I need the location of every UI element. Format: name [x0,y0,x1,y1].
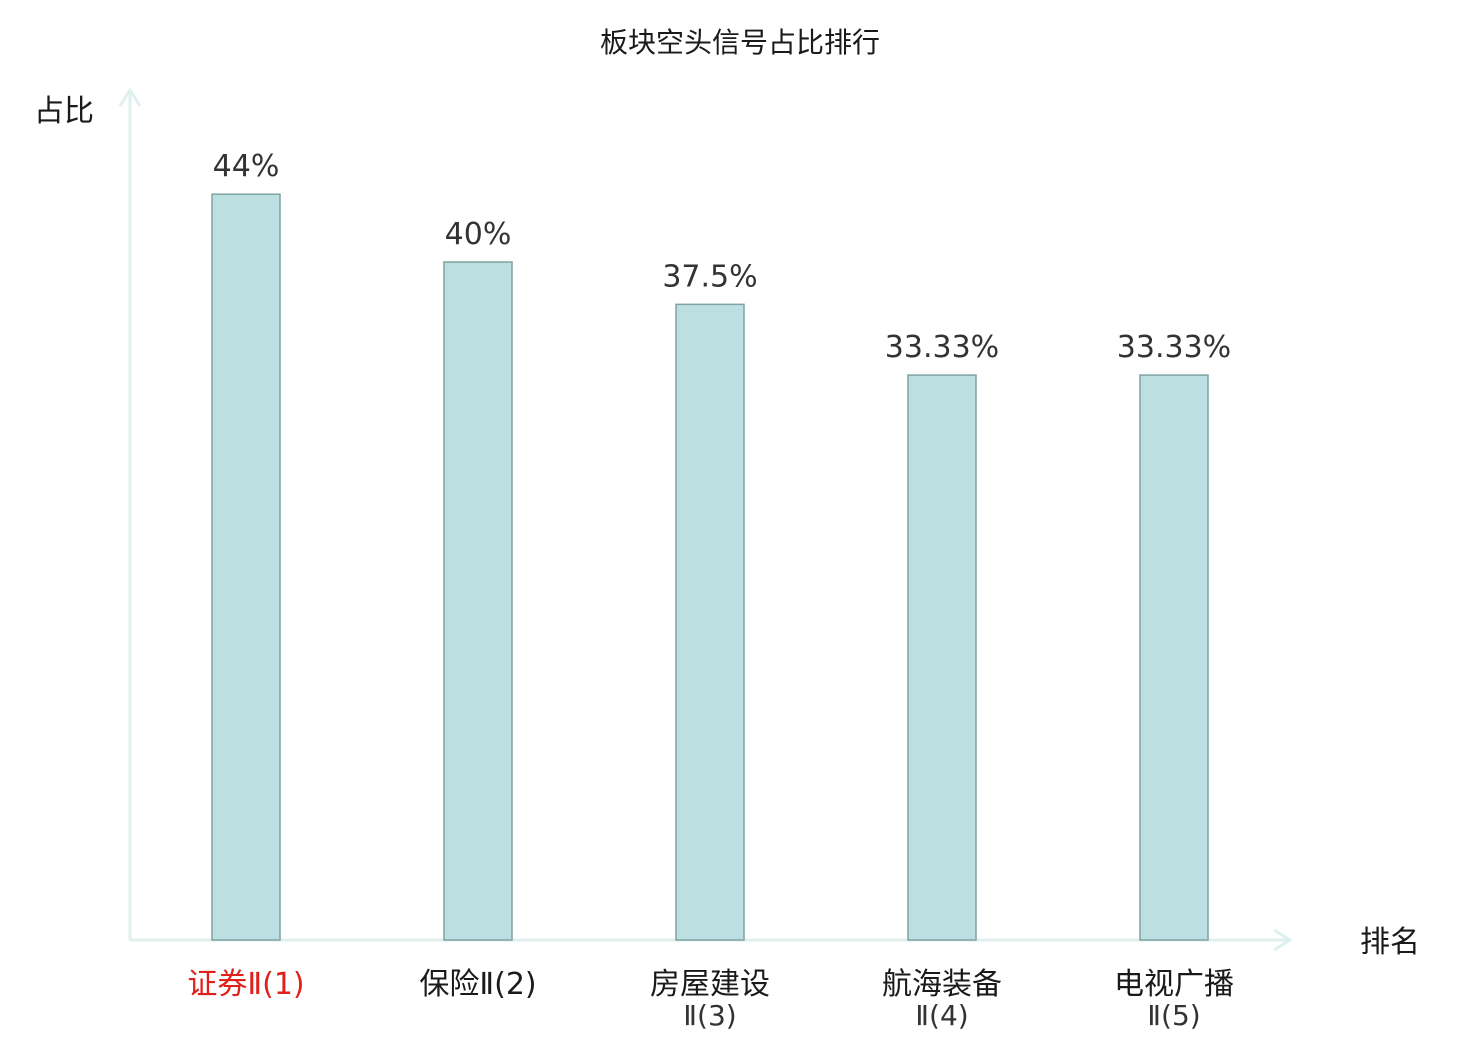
bar [675,303,745,941]
y-axis-label: 占比 [34,94,94,129]
chart-title: 板块空头信号占比排行 [600,26,880,59]
category-label: 航海装备 [882,967,1002,1002]
x-axis-label: 排名 [1360,925,1420,960]
x-axis-arrow [1273,928,1293,952]
value-label: 33.33% [885,330,999,365]
category-label: 证券Ⅱ(1) [187,967,304,1002]
bars-group [211,193,1209,941]
value-label: 37.5% [662,259,757,294]
y-axis-arrow [118,87,142,107]
category-label-sub: Ⅱ(3) [683,999,736,1032]
category-label: 电视广播 [1114,967,1234,1002]
value-label: 44% [213,149,280,184]
category-label: 保险Ⅱ(2) [419,967,536,1002]
value-labels-group: 44% 40% 37.5% 33.33% 33.33% [213,149,1232,365]
bar [211,193,281,941]
category-label-sub: Ⅱ(5) [1147,999,1200,1032]
category-label: 房屋建设 [650,967,770,1002]
bar [443,261,513,941]
bar [1139,374,1209,941]
value-label: 40% [445,217,512,252]
category-label-sub: Ⅱ(4) [915,999,968,1032]
bar [907,374,977,941]
value-label: 33.33% [1117,330,1231,365]
